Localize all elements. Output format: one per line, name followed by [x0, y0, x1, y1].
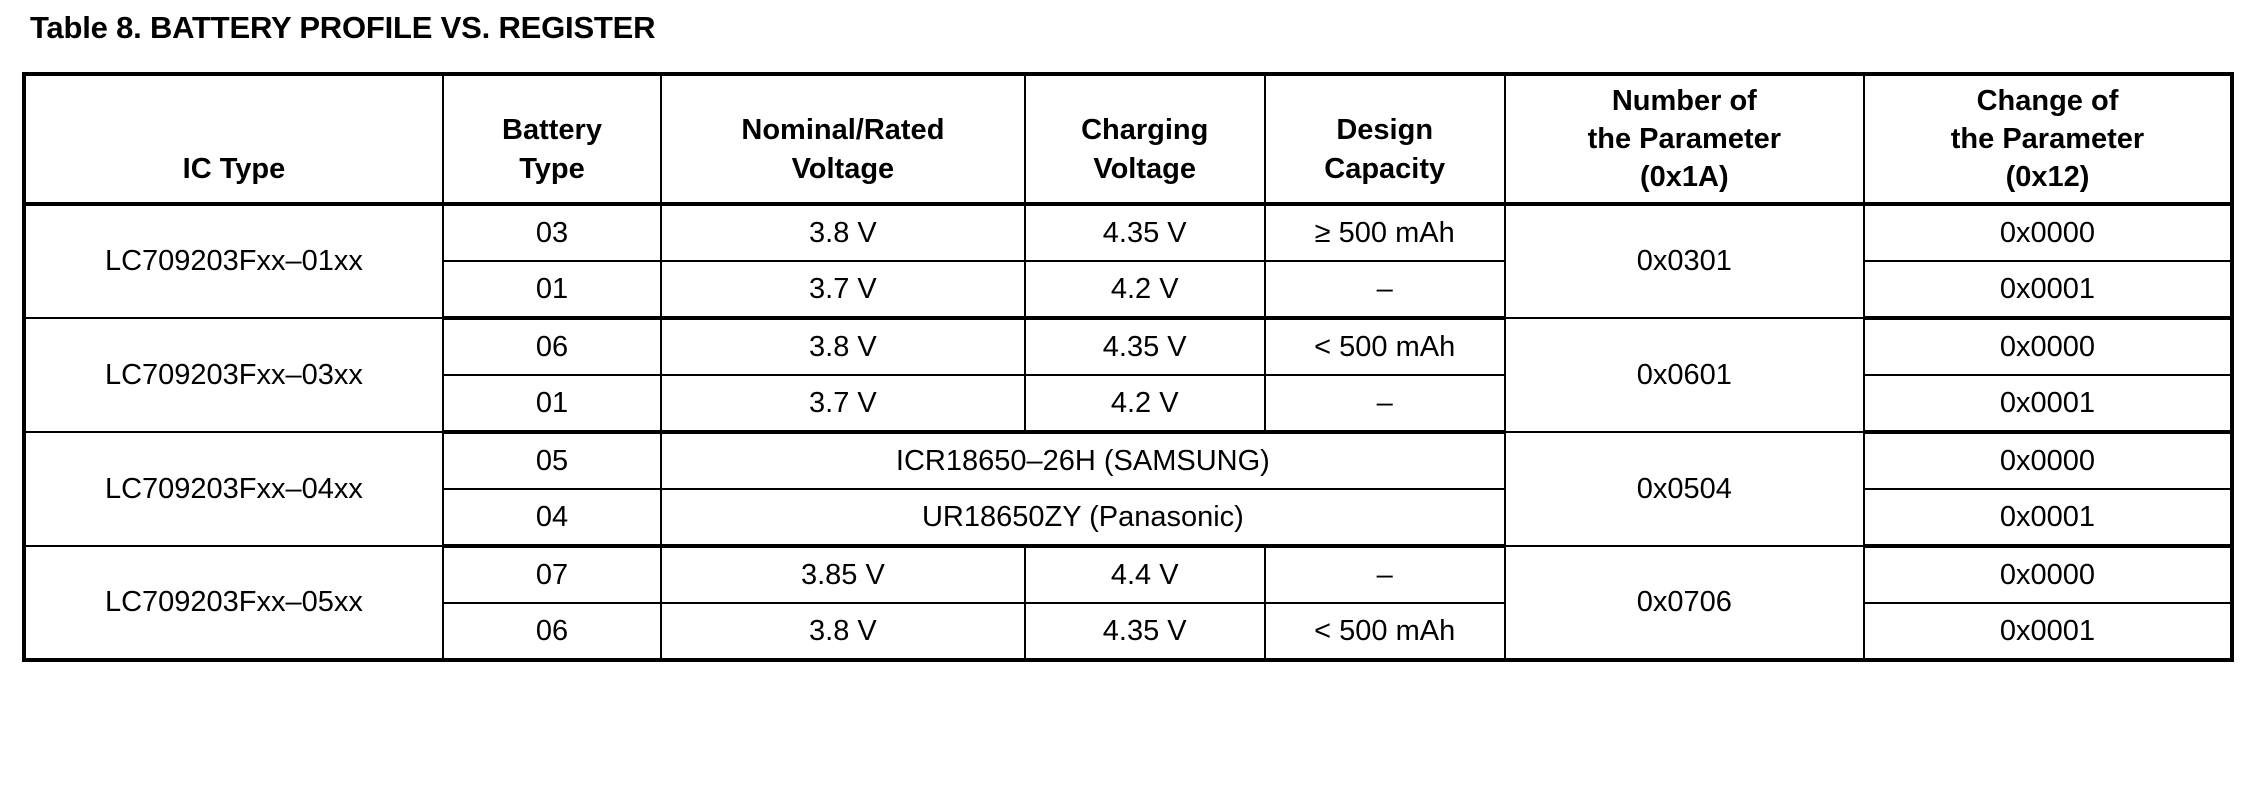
cell-design-capacity: – — [1263, 374, 1506, 434]
table-header: IC Type Battery Type Nominal/Rated Voltage… — [23, 73, 2234, 206]
cell-charging-voltage: 4.35 V — [1023, 203, 1266, 262]
table-row: LC709203Fxx–04xx 05 ICR18650–26H (SAMSUNG)… — [23, 431, 2234, 547]
battery-profile-table: IC Type Battery Type Nominal/Rated Voltage… — [22, 72, 2234, 662]
column-header-line: Voltage — [791, 152, 895, 185]
cell-change-of-the-parameter: 0x0001 — [1862, 260, 2234, 320]
column-header-line: Battery — [502, 114, 602, 147]
cell-ic-type: LC709203Fxx–01xx — [23, 203, 444, 319]
cell-nominal-rated-voltage: 3.7 V — [660, 374, 1026, 434]
cell-battery-type: 01 — [441, 260, 663, 320]
cell-nominal-rated-voltage: 3.8 V — [660, 203, 1026, 262]
column-header-line: Voltage — [1093, 152, 1196, 185]
cell-battery-type: 01 — [441, 374, 663, 434]
table-row: LC709203Fxx–05xx 07 3.85 V 4.4 V –0x0706 0x00… — [23, 545, 2234, 661]
cell-number-of-the-parameter: 0x0706 — [1503, 545, 1865, 661]
cell-nominal-rated-voltage: 3.8 V — [660, 602, 1026, 662]
cell-change-of-the-parameter: 0x0001 — [1862, 602, 2234, 662]
table-row: LC709203Fxx–03xx 06 3.8 V 4.35 V < 500 mAh 0x… — [23, 317, 2234, 433]
cell-design-capacity: – — [1263, 260, 1506, 320]
cell-number-of-the-parameter: 0x0301 — [1503, 203, 1865, 319]
table-row: 04 UR18650ZY (Panasonic) 0x0001 — [24, 488, 2234, 548]
cell-battery-type: 07 — [441, 545, 663, 604]
column-header-line: Number of — [1611, 84, 1757, 117]
column-header-charging-voltage: Charging Voltage — [1023, 73, 1266, 206]
table-row: 01 3.7 V 4.2 V – 0x0001 — [24, 260, 2234, 320]
cell-battery-type: 03 — [441, 203, 663, 262]
cell-battery-type: 05 — [441, 431, 663, 490]
cell-design-capacity: < 500 mAh — [1263, 602, 1506, 662]
cell-battery-type: 06 — [441, 602, 663, 662]
column-header-line: the Parameter — [1950, 122, 2145, 155]
cell-number-of-the-parameter: 0x0601 — [1503, 317, 1865, 433]
cell-design-capacity: – — [1263, 545, 1506, 604]
cell-ic-type: LC709203Fxx–05xx — [23, 545, 444, 661]
table-row: LC709203Fxx–01xx 03 3.8 V 4.35 V ≥ 500 mAh 0x… — [23, 203, 2234, 319]
cell-charging-voltage: 4.4 V — [1023, 545, 1266, 604]
header-row: IC Type Battery Type Nominal/Rated Voltage… — [23, 73, 2234, 206]
column-header-line: Nominal/Rated — [741, 114, 945, 147]
column-header-nominal-rated-voltage: Nominal/Rated Voltage — [660, 73, 1026, 206]
table-container: IC Type Battery Type Nominal/Rated Voltage… — [22, 72, 2234, 662]
column-header-change-of-the-parameter: Change of the Parameter (0x12) — [1862, 73, 2234, 206]
cell-battery-profile-name: UR18650ZY (Panasonic) — [660, 488, 1506, 548]
column-header-battery-type: Battery Type — [441, 73, 663, 206]
cell-change-of-the-parameter: 0x0000 — [1862, 545, 2234, 604]
cell-charging-voltage: 4.35 V — [1023, 602, 1266, 662]
column-header-line: IC Type — [182, 152, 286, 185]
column-header-line: the Parameter — [1587, 122, 1782, 155]
column-header-line: Change of — [1976, 84, 2119, 117]
cell-change-of-the-parameter: 0x0001 — [1862, 488, 2234, 548]
cell-design-capacity: < 500 mAh — [1263, 317, 1506, 376]
table-caption: Table 8. BATTERY PROFILE VS. REGISTER — [30, 10, 656, 45]
cell-battery-profile-name: ICR18650–26H (SAMSUNG) — [660, 431, 1506, 490]
cell-nominal-rated-voltage: 3.8 V — [660, 317, 1026, 376]
column-header-ic-type: IC Type — [23, 73, 444, 206]
column-header-line: Design — [1336, 114, 1434, 147]
table-body: LC709203Fxx–01xx 03 3.8 V 4.35 V ≥ 500 mAh 0x… — [23, 203, 2234, 662]
cell-design-capacity: ≥ 500 mAh — [1263, 203, 1506, 262]
cell-charging-voltage: 4.35 V — [1023, 317, 1266, 376]
cell-change-of-the-parameter: 0x0000 — [1862, 203, 2234, 262]
column-header-design-capacity: Design Capacity — [1263, 73, 1506, 206]
column-header-line: Charging — [1081, 114, 1209, 147]
cell-change-of-the-parameter: 0x0000 — [1862, 317, 2234, 376]
column-header-line: (0x12) — [2005, 161, 2090, 194]
table-row: 06 3.8 V 4.35 V < 500 mAh 0x0001 — [24, 602, 2234, 662]
cell-nominal-rated-voltage: 3.7 V — [660, 260, 1026, 320]
cell-charging-voltage: 4.2 V — [1023, 260, 1266, 320]
cell-nominal-rated-voltage: 3.85 V — [660, 545, 1026, 604]
column-header-line: Type — [519, 152, 585, 185]
column-header-number-of-the-parameter: Number of the Parameter (0x1A) — [1503, 73, 1865, 206]
cell-charging-voltage: 4.2 V — [1023, 374, 1266, 434]
cell-ic-type: LC709203Fxx–03xx — [23, 317, 444, 433]
cell-ic-type: LC709203Fxx–04xx — [23, 431, 444, 547]
cell-change-of-the-parameter: 0x0001 — [1862, 374, 2234, 434]
cell-battery-type: 04 — [441, 488, 663, 548]
column-header-line: Capacity — [1324, 152, 1446, 185]
cell-change-of-the-parameter: 0x0000 — [1862, 431, 2234, 490]
column-header-line: (0x1A) — [1640, 161, 1729, 194]
cell-battery-type: 06 — [441, 317, 663, 376]
cell-number-of-the-parameter: 0x0504 — [1503, 431, 1865, 547]
table-row: 01 3.7 V 4.2 V – 0x0001 — [24, 374, 2234, 434]
